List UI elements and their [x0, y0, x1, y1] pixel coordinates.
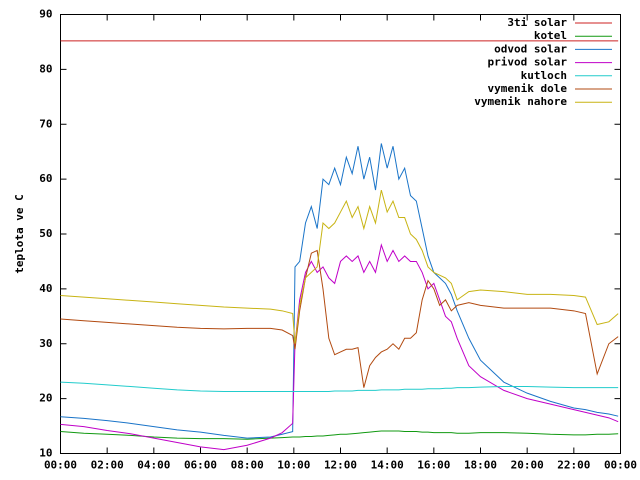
y-tick-label: 20 [39, 392, 52, 405]
series-line [60, 143, 619, 439]
y-tick-label: 60 [39, 172, 52, 185]
y-tick-label: 40 [39, 282, 52, 295]
legend-label: 3ti solar [507, 16, 567, 29]
series-line [60, 249, 619, 388]
y-tick-label: 90 [39, 8, 52, 21]
series-line [60, 189, 619, 344]
y-tick-label: 10 [39, 447, 52, 460]
y-tick-label: 70 [39, 117, 52, 130]
x-tick-label: 06:00 [184, 459, 217, 472]
x-tick-label: 00:00 [604, 459, 637, 472]
x-tick-label: 14:00 [371, 459, 404, 472]
series-line [60, 381, 619, 392]
x-tick-label: 04:00 [137, 459, 170, 472]
x-tick-label: 20:00 [511, 459, 544, 472]
legend-label: kotel [534, 29, 567, 42]
y-axis-label: teplota ve C [13, 194, 26, 273]
series-line [60, 243, 619, 451]
legend-label: kutloch [521, 69, 567, 82]
x-tick-label: 18:00 [464, 459, 497, 472]
y-tick-label: 80 [39, 62, 52, 75]
legend-label: privod solar [488, 56, 568, 69]
x-tick-label: 12:00 [324, 459, 357, 472]
x-tick-label: 22:00 [557, 459, 590, 472]
x-tick-label: 02:00 [91, 459, 124, 472]
x-tick-label: 10:00 [277, 459, 310, 472]
x-tick-label: 16:00 [417, 459, 450, 472]
series-line [60, 430, 619, 440]
legend-label: vymenik nahore [474, 95, 567, 108]
y-tick-label: 30 [39, 337, 52, 350]
legend-label: vymenik dole [488, 82, 568, 95]
legend-label: odvod solar [494, 42, 567, 55]
y-tick-label: 50 [39, 227, 52, 240]
x-tick-label: 08:00 [231, 459, 264, 472]
x-tick-label: 00:00 [44, 459, 77, 472]
